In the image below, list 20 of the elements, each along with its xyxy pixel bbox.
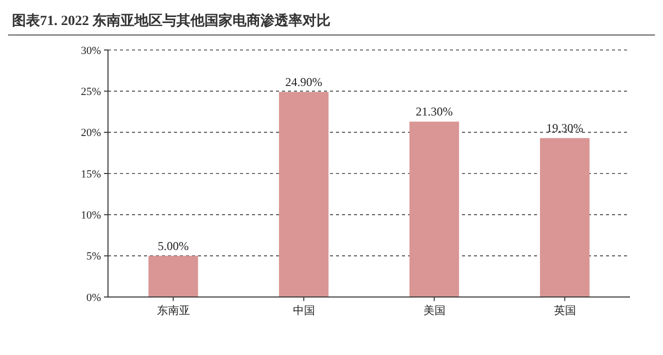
- x-tick-label: 美国: [423, 304, 446, 317]
- data-label: 5.00%: [158, 238, 189, 253]
- data-label: 24.90%: [285, 74, 322, 89]
- y-tick-label: 0%: [86, 292, 101, 304]
- x-tick-label: 东南亚: [156, 304, 190, 317]
- x-tick-label: 英国: [554, 304, 576, 317]
- data-label: 21.30%: [416, 104, 453, 119]
- y-tick-label: 30%: [80, 44, 101, 57]
- bar: [278, 92, 329, 297]
- data-label: 19.30%: [546, 121, 584, 136]
- y-tick-label: 10%: [80, 210, 101, 222]
- y-tick-label: 20%: [80, 127, 101, 140]
- bar: [540, 138, 590, 297]
- x-tick-label: 中国: [292, 304, 315, 317]
- bar: [148, 256, 198, 297]
- y-tick-label: 5%: [86, 250, 101, 263]
- bar: [409, 122, 460, 297]
- chart-title: 图表71. 2022 东南亚地区与其他国家电商渗透率对比: [12, 12, 330, 29]
- y-tick-label: 15%: [80, 168, 101, 180]
- y-tick-label: 25%: [80, 86, 101, 98]
